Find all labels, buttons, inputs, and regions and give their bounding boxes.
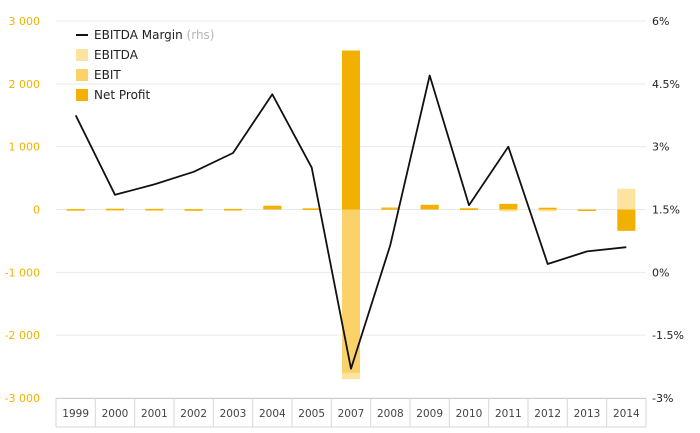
bar-net-profit: [66, 209, 85, 211]
x-tick-label: 2013: [574, 408, 601, 420]
x-tick-label: 2003: [220, 408, 247, 420]
legend-swatch: [76, 49, 88, 61]
y-right-tick-label: 4.5%: [652, 78, 680, 91]
x-tick-label: 2004: [259, 408, 286, 420]
x-tick-label: 2007: [338, 408, 365, 420]
bar-net-profit: [617, 209, 636, 231]
x-tick-label: 2010: [456, 408, 483, 420]
y-right-tick-label: -1.5%: [652, 329, 684, 342]
bar-net-profit: [145, 208, 164, 211]
x-tick-label: 2009: [416, 408, 443, 420]
bar-net-profit: [106, 208, 124, 211]
x-tick-label: 2014: [613, 408, 640, 420]
legend-swatch: [76, 89, 88, 101]
bar-ebitda: [538, 209, 557, 212]
bar-net-profit: [420, 204, 439, 210]
y-left-tick-label: -3 000: [5, 392, 40, 405]
y-left-tick-label: -1 000: [5, 266, 40, 279]
bar-net-profit: [499, 203, 518, 210]
y-right-tick-label: 1.5%: [652, 204, 680, 217]
bar-ebitda: [499, 209, 518, 212]
legend-label: EBITDA Margin (rhs): [94, 28, 215, 42]
bar-ebitda: [617, 188, 636, 210]
legend: EBITDA Margin (rhs) EBITDA EBIT Net Profit: [76, 28, 215, 102]
y-left-tick-label: 0: [33, 204, 40, 217]
legend-label: EBIT: [94, 68, 121, 82]
legend-label: Net Profit: [94, 88, 150, 102]
y-right-tick-label: 6%: [652, 15, 669, 28]
legend-swatch: [76, 69, 88, 81]
ebitda-margin-line: [74, 74, 627, 370]
x-tick-label: 2012: [534, 408, 561, 420]
bar-net-profit: [342, 50, 360, 210]
y-right-tick-label: -3%: [652, 392, 673, 405]
legend-label: EBITDA: [94, 48, 139, 62]
y-left-tick-label: -2 000: [5, 329, 40, 342]
legend-suffix: (rhs): [183, 28, 215, 42]
y-right-tick-label: 3%: [652, 141, 669, 154]
x-tick-label: 2005: [298, 408, 325, 420]
bar-net-profit: [302, 208, 321, 211]
x-tick-label: 2000: [102, 408, 129, 420]
y-left-tick-label: 3 000: [9, 15, 41, 28]
bar-net-profit: [381, 208, 400, 210]
x-tick-label: 1999: [62, 408, 89, 420]
y-right-tick-label: 0%: [652, 266, 669, 279]
bar-net-profit: [538, 207, 557, 210]
x-tick-label: 2001: [141, 408, 168, 420]
bar-net-profit: [224, 208, 242, 211]
margin-line-layer: [74, 74, 627, 370]
axes: 3 000 2 000 1 000 0 -1 000 -2 000 -3 000 6% 4.5%…: [5, 15, 684, 428]
bar-net-profit: [578, 209, 596, 211]
x-tick-label: 2011: [495, 408, 522, 420]
bar-ebit: [342, 209, 360, 373]
bars: [66, 50, 636, 380]
y-left-tick-label: 1 000: [9, 141, 41, 154]
y-left-tick-label: 2 000: [9, 78, 41, 91]
bar-net-profit: [184, 209, 203, 211]
bar-net-profit: [460, 208, 478, 211]
bar-net-profit: [263, 205, 282, 210]
x-tick-label: 2002: [180, 408, 207, 420]
x-tick-label: 2008: [377, 408, 404, 420]
